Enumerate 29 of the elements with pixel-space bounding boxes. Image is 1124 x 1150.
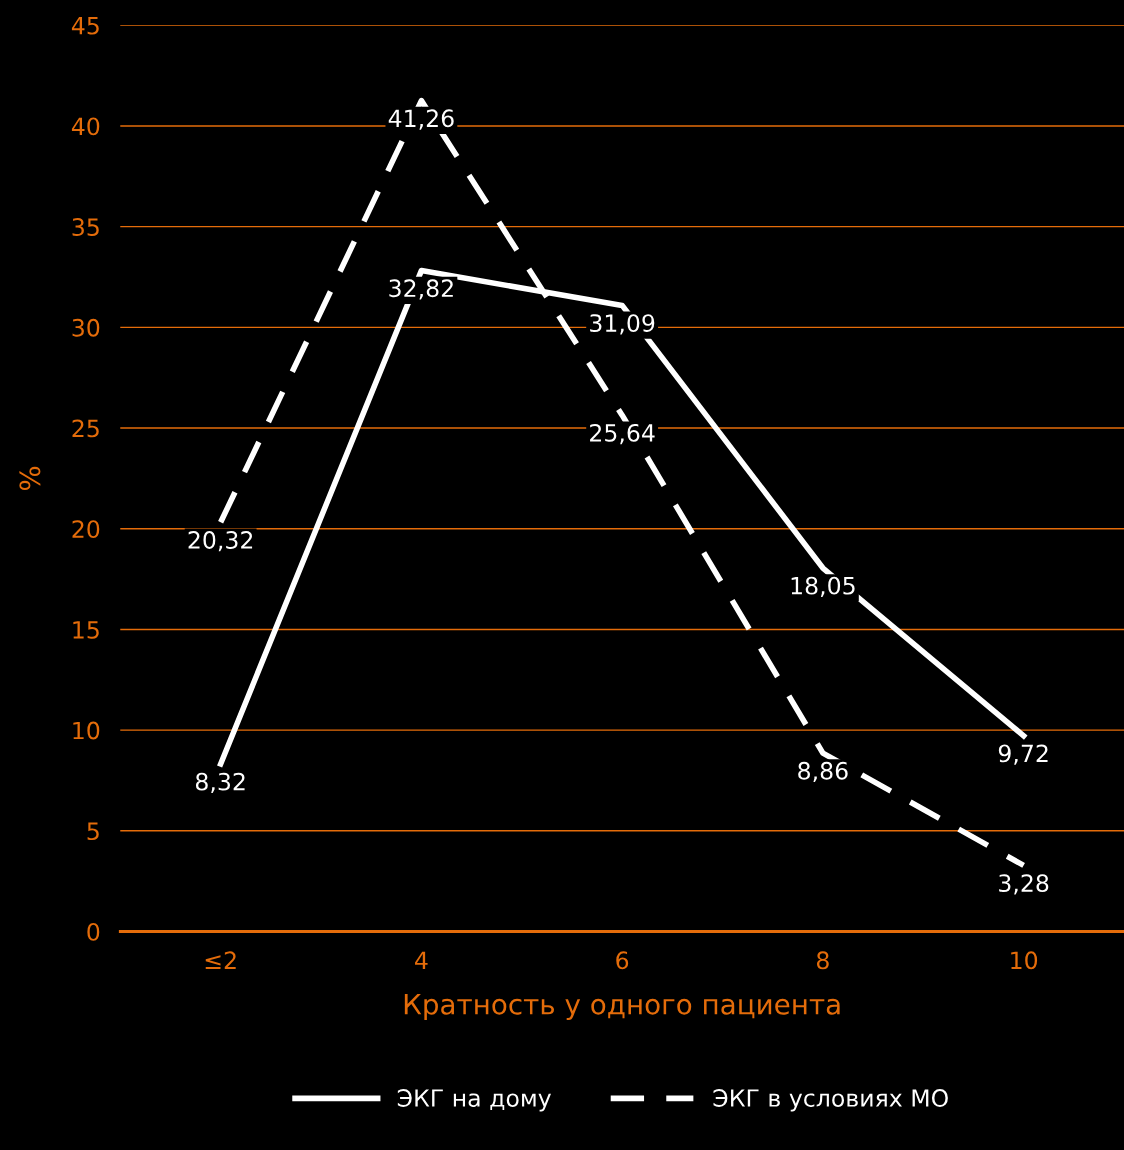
x-axis-title: Кратность у одного пациента: [404, 994, 840, 1021]
y-tick-label: 5: [87, 822, 99, 841]
data-label: 18,05: [791, 576, 855, 598]
data-label: 31,09: [590, 314, 655, 335]
y-tick-label: 30: [72, 318, 100, 337]
y-axis-title: %: [19, 466, 41, 491]
y-tick-label: 0: [87, 922, 100, 941]
y-tick-label: 25: [72, 419, 99, 438]
data-label: 8,86: [798, 761, 848, 783]
y-tick-label: 40: [71, 117, 100, 136]
y-tick-label: 20: [72, 520, 100, 539]
x-tick-label: ≤2: [205, 951, 236, 969]
y-tick-label: 10: [73, 721, 100, 740]
x-tick-label: 8: [816, 951, 829, 970]
x-tick-label: 6: [616, 951, 629, 970]
data-label: 41,26: [388, 109, 454, 130]
data-label: 20,32: [188, 531, 253, 552]
legend-label: ЭКГ на дому: [397, 1089, 551, 1112]
x-tick-label: 4: [415, 951, 428, 969]
y-tick-label: 15: [73, 621, 99, 639]
data-label: 3,28: [999, 874, 1049, 895]
data-label: 8,32: [195, 772, 245, 793]
y-tick-label: 35: [72, 218, 99, 236]
x-tick-label: 10: [1011, 951, 1038, 970]
y-tick-label: 45: [71, 17, 99, 35]
data-label: 32,82: [389, 279, 453, 300]
legend-label: ЭКГ в условиях МО: [713, 1089, 948, 1112]
data-label: 25,64: [590, 423, 655, 445]
data-label: 9,72: [998, 744, 1048, 765]
